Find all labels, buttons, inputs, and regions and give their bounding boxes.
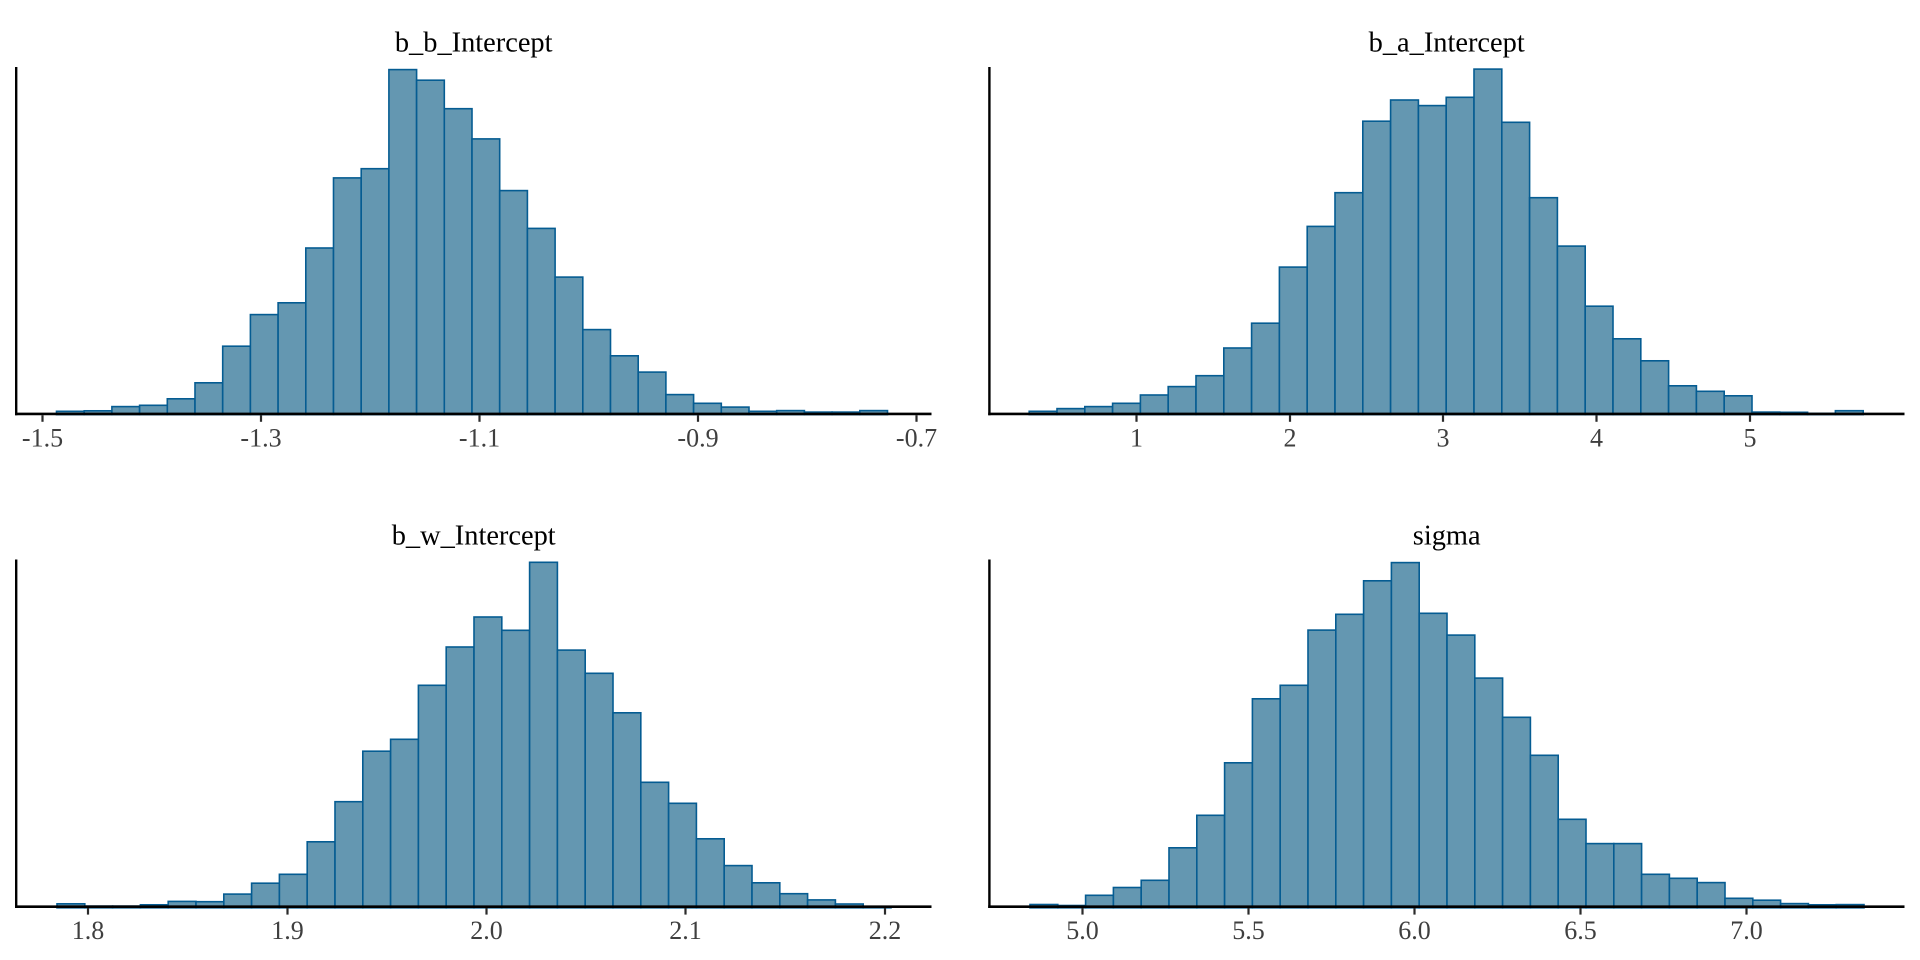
svg-text:sigma: sigma: [1413, 520, 1481, 551]
svg-text:6.5: 6.5: [1564, 916, 1597, 945]
svg-text:b_w_Intercept: b_w_Intercept: [392, 520, 556, 551]
svg-text:1: 1: [1130, 424, 1143, 453]
svg-text:2: 2: [1284, 424, 1297, 453]
svg-text:4: 4: [1590, 424, 1603, 453]
svg-text:3: 3: [1437, 424, 1450, 453]
svg-text:2.1: 2.1: [669, 916, 702, 945]
svg-text:1.8: 1.8: [72, 916, 105, 945]
svg-text:-0.9: -0.9: [677, 424, 718, 453]
svg-text:b_b_Intercept: b_b_Intercept: [395, 27, 553, 58]
svg-text:2.0: 2.0: [470, 916, 503, 945]
svg-text:-1.5: -1.5: [22, 424, 63, 453]
svg-text:7.0: 7.0: [1730, 916, 1763, 945]
svg-text:-1.3: -1.3: [240, 424, 281, 453]
svg-text:-0.7: -0.7: [896, 424, 937, 453]
svg-text:5.0: 5.0: [1066, 916, 1099, 945]
svg-text:5: 5: [1744, 424, 1757, 453]
svg-text:1.9: 1.9: [271, 916, 304, 945]
svg-text:-1.1: -1.1: [459, 424, 500, 453]
svg-text:6.0: 6.0: [1398, 916, 1431, 945]
svg-text:5.5: 5.5: [1232, 916, 1265, 945]
svg-text:b_a_Intercept: b_a_Intercept: [1369, 27, 1525, 58]
svg-text:2.2: 2.2: [869, 916, 902, 945]
